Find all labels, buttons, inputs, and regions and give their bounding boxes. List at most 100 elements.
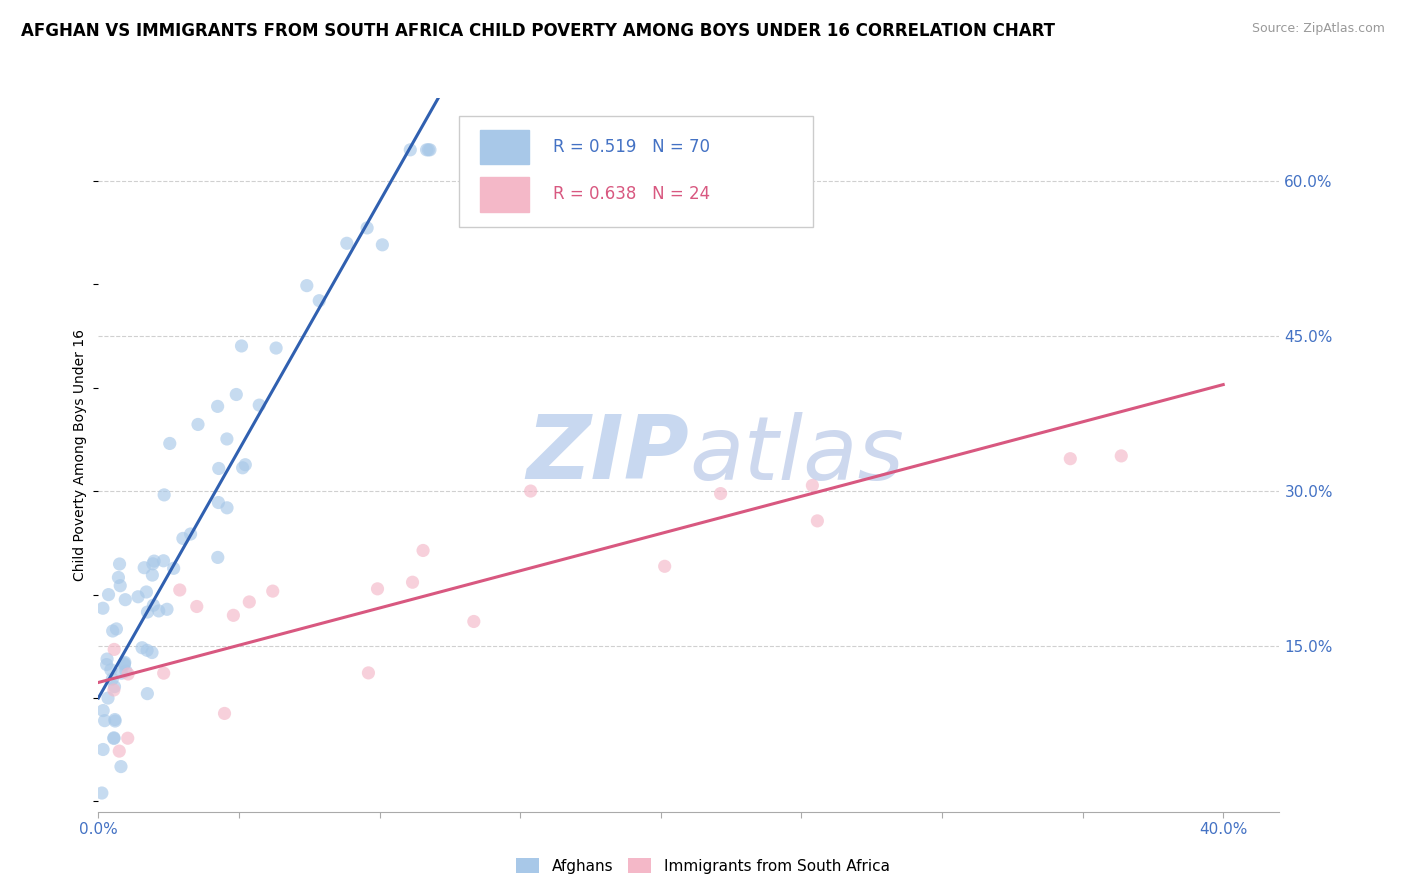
- Point: [215, 432, 238, 446]
- Point: [367, 582, 389, 596]
- Point: [103, 642, 125, 657]
- Point: [519, 483, 541, 498]
- Text: ZIP: ZIP: [526, 411, 689, 499]
- Point: [233, 458, 256, 472]
- Point: [207, 550, 229, 565]
- Y-axis label: Child Poverty Among Boys Under 16: Child Poverty Among Boys Under 16: [73, 329, 87, 581]
- Text: Source: ZipAtlas.com: Source: ZipAtlas.com: [1251, 22, 1385, 36]
- Point: [262, 584, 284, 599]
- Point: [96, 657, 118, 672]
- Point: [356, 221, 378, 235]
- Point: [90, 786, 112, 800]
- Text: R = 0.519   N = 70: R = 0.519 N = 70: [553, 137, 710, 155]
- Point: [104, 714, 127, 728]
- Bar: [479, 129, 530, 164]
- Point: [264, 341, 287, 355]
- Point: [103, 731, 125, 745]
- Legend: Afghans, Immigrants from South Africa: Afghans, Immigrants from South Africa: [510, 852, 896, 880]
- Point: [654, 559, 676, 574]
- Point: [97, 588, 120, 602]
- Point: [101, 672, 124, 686]
- Point: [103, 731, 125, 746]
- Point: [117, 667, 139, 681]
- Point: [110, 759, 132, 773]
- Point: [108, 557, 131, 571]
- Point: [159, 436, 181, 450]
- Point: [103, 680, 125, 694]
- Point: [1109, 449, 1132, 463]
- Text: R = 0.638   N = 24: R = 0.638 N = 24: [553, 186, 710, 203]
- Point: [148, 604, 170, 618]
- Point: [136, 687, 159, 701]
- Point: [114, 592, 136, 607]
- Point: [232, 460, 254, 475]
- Point: [141, 568, 163, 582]
- Point: [108, 744, 131, 758]
- Point: [110, 579, 132, 593]
- Point: [801, 478, 824, 492]
- Point: [112, 657, 135, 671]
- Point: [187, 417, 209, 432]
- Point: [207, 495, 229, 509]
- Point: [105, 622, 128, 636]
- Point: [110, 666, 132, 681]
- Point: [308, 293, 330, 308]
- Point: [127, 590, 149, 604]
- Point: [371, 237, 394, 252]
- Point: [295, 278, 318, 293]
- Point: [463, 615, 485, 629]
- Point: [169, 582, 191, 597]
- Point: [172, 532, 194, 546]
- Point: [97, 691, 120, 706]
- Point: [357, 665, 380, 680]
- Point: [247, 398, 270, 412]
- Point: [208, 461, 231, 475]
- Point: [142, 557, 165, 571]
- Point: [135, 585, 157, 599]
- Point: [418, 143, 440, 157]
- Point: [134, 560, 156, 574]
- Point: [91, 601, 114, 615]
- Point: [143, 554, 166, 568]
- Point: [91, 704, 114, 718]
- Point: [415, 143, 437, 157]
- Point: [215, 500, 238, 515]
- Point: [93, 714, 115, 728]
- Point: [107, 570, 129, 584]
- Point: [152, 666, 174, 681]
- Point: [117, 731, 139, 746]
- Point: [186, 599, 208, 614]
- Point: [225, 387, 247, 401]
- Point: [156, 602, 179, 616]
- Point: [114, 656, 136, 670]
- Point: [142, 598, 165, 612]
- Point: [412, 543, 434, 558]
- Point: [180, 527, 202, 541]
- Point: [101, 624, 124, 638]
- Point: [91, 742, 114, 756]
- Point: [141, 646, 163, 660]
- Point: [100, 663, 122, 677]
- Point: [710, 486, 733, 500]
- Text: atlas: atlas: [689, 412, 904, 498]
- Point: [112, 657, 135, 672]
- Point: [131, 640, 153, 655]
- Point: [115, 664, 138, 678]
- Point: [419, 143, 441, 157]
- Point: [1059, 451, 1081, 466]
- Point: [231, 339, 253, 353]
- Point: [136, 605, 159, 619]
- Point: [222, 608, 245, 623]
- Bar: [479, 178, 530, 211]
- Point: [336, 236, 359, 251]
- Point: [96, 652, 118, 666]
- Point: [207, 400, 229, 414]
- Point: [136, 643, 159, 657]
- Point: [104, 713, 127, 727]
- Point: [214, 706, 236, 721]
- Point: [103, 683, 125, 698]
- Point: [401, 575, 423, 590]
- Point: [153, 488, 176, 502]
- Point: [806, 514, 828, 528]
- Point: [163, 561, 186, 575]
